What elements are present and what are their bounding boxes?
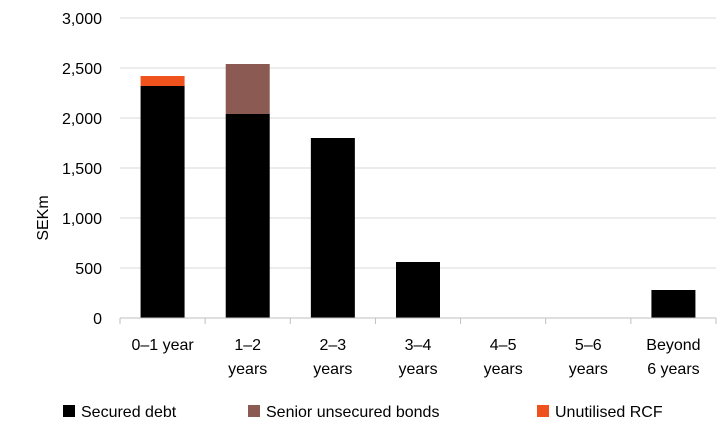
- y-tick-label: 3,000: [62, 11, 102, 28]
- x-category-label-line: Beyond: [646, 337, 700, 354]
- gridlines: [120, 17, 716, 269]
- x-category-label-line: 4–5: [490, 337, 517, 354]
- legend-swatch: [63, 405, 75, 417]
- x-category-label-line: years: [313, 361, 352, 378]
- legend: Secured debt Senior unsecured bonds Unutil…: [63, 404, 663, 421]
- y-tick-label: 2,000: [62, 111, 102, 128]
- legend-label: Senior unsecured bonds: [266, 404, 439, 421]
- x-category-label-line: 1–2: [234, 337, 261, 354]
- legend-label: Secured debt: [81, 404, 177, 421]
- x-category-label-line: 0–1 year: [131, 337, 194, 354]
- y-tick-label: 500: [75, 261, 102, 278]
- bar-segment: [225, 64, 270, 114]
- bar-segment: [651, 290, 696, 318]
- y-tick-label: 0: [93, 311, 102, 328]
- x-category-label-line: 3–4: [405, 337, 432, 354]
- y-axis-label: SEKm: [35, 195, 52, 240]
- x-category-label: 0–1 year: [131, 337, 194, 354]
- bar-segment: [225, 114, 270, 318]
- legend-label: Unutilised RCF: [555, 404, 663, 421]
- y-tick-labels: 0 500 1,000 1,500 2,000 2,500 3,000: [62, 11, 102, 328]
- x-category-label: 5–6 years: [569, 337, 608, 378]
- bar-segment: [396, 262, 440, 318]
- legend-swatch: [537, 405, 549, 417]
- x-category-label: 3–4 years: [398, 337, 437, 378]
- x-category-label-line: years: [484, 361, 523, 378]
- x-category-label: Beyond 6 years: [646, 337, 700, 378]
- bar-segment: [310, 138, 355, 318]
- x-category-label-line: years: [398, 361, 437, 378]
- y-tick-label: 1,000: [62, 211, 102, 228]
- axes: [119, 317, 717, 324]
- bar-segment: [140, 76, 185, 86]
- bars: [140, 64, 696, 318]
- x-category-label-line: 5–6: [575, 337, 602, 354]
- x-category-label-line: years: [228, 361, 267, 378]
- x-category-label-line: 6 years: [647, 361, 699, 378]
- legend-swatch: [248, 405, 260, 417]
- x-category-label: 1–2 years: [228, 337, 267, 378]
- y-tick-label: 2,500: [62, 61, 102, 78]
- x-category-label-line: 2–3: [320, 337, 347, 354]
- bar-segment: [140, 86, 185, 318]
- x-category-labels: 0–1 year 1–2 years 2–3 years 3–4 years 4–5 years…: [131, 337, 700, 378]
- x-category-label: 4–5 years: [484, 337, 523, 378]
- x-category-label: 2–3 years: [313, 337, 352, 378]
- y-tick-label: 1,500: [62, 161, 102, 178]
- x-category-label-line: years: [569, 361, 608, 378]
